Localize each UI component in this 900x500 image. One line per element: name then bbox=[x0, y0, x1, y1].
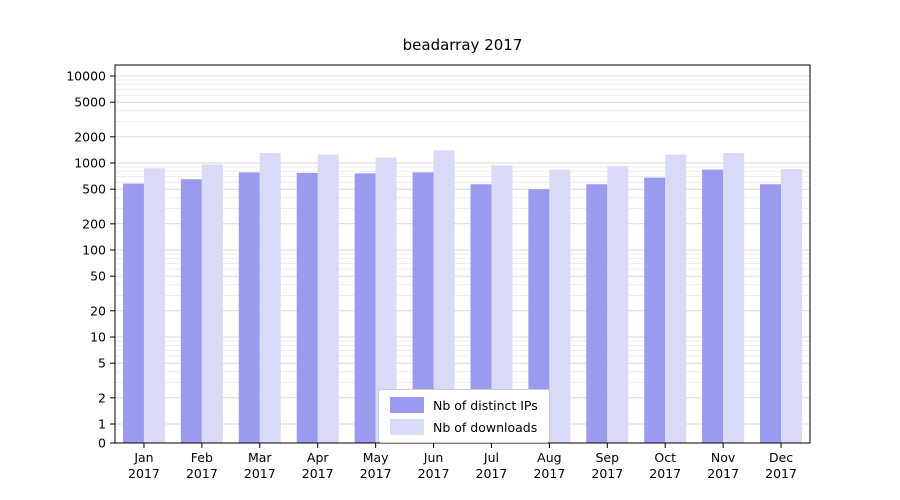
bar-downloads bbox=[607, 166, 629, 443]
bar-downloads bbox=[375, 157, 397, 443]
bar-distinct-ips bbox=[122, 183, 144, 443]
bar-downloads bbox=[201, 164, 223, 443]
x-tick-label-month: Oct bbox=[654, 450, 676, 465]
x-tick-label-year: 2017 bbox=[418, 466, 450, 481]
x-tick-label-month: Sep bbox=[596, 450, 620, 465]
x-tick-label-month: May bbox=[363, 450, 389, 465]
bar-distinct-ips bbox=[586, 184, 608, 443]
bar-downloads bbox=[491, 165, 513, 443]
plot-border bbox=[114, 64, 811, 444]
y-tick-label: 200 bbox=[82, 216, 106, 231]
bar-downloads bbox=[781, 169, 803, 443]
x-tick-label-month: Jul bbox=[483, 450, 499, 465]
bar-downloads bbox=[549, 169, 571, 443]
chart-title: beadarray 2017 bbox=[402, 36, 523, 54]
legend-swatch bbox=[390, 397, 424, 413]
legend-swatch bbox=[390, 419, 424, 435]
x-tick-label-year: 2017 bbox=[765, 466, 797, 481]
y-tick-label: 2000 bbox=[74, 129, 106, 144]
x-tick-label-year: 2017 bbox=[302, 466, 334, 481]
x-tick-label-month: Jan bbox=[133, 450, 153, 465]
y-tick-label: 20 bbox=[90, 303, 106, 318]
legend-label: Nb of downloads bbox=[433, 419, 538, 435]
bar-distinct-ips bbox=[702, 169, 724, 443]
y-tick-label: 500 bbox=[82, 182, 106, 197]
bar-downloads bbox=[665, 154, 687, 443]
bar-downloads bbox=[317, 154, 339, 443]
bar-distinct-ips bbox=[644, 177, 666, 444]
x-tick-label-month: Jun bbox=[423, 450, 444, 465]
x-tick-label-year: 2017 bbox=[244, 466, 276, 481]
bar-distinct-ips bbox=[296, 172, 318, 443]
x-tick-label-month: Apr bbox=[307, 450, 329, 465]
y-tick-label: 0 bbox=[98, 436, 106, 451]
y-tick-label: 5 bbox=[98, 356, 106, 371]
x-tick-label-month: Dec bbox=[769, 450, 793, 465]
y-tick-label: 1000 bbox=[74, 156, 106, 171]
bar-downloads bbox=[259, 153, 281, 444]
x-tick-label-year: 2017 bbox=[591, 466, 623, 481]
y-tick-label: 10000 bbox=[66, 69, 106, 84]
x-tick-label-month: Feb bbox=[191, 450, 213, 465]
bar-distinct-ips bbox=[470, 184, 492, 443]
x-tick-label-month: Mar bbox=[248, 450, 272, 465]
x-tick-label-year: 2017 bbox=[707, 466, 739, 481]
legend-label: Nb of distinct IPs bbox=[433, 397, 538, 413]
x-tick-label-year: 2017 bbox=[533, 466, 565, 481]
y-tick-label: 2 bbox=[98, 390, 106, 405]
y-tick-label: 10 bbox=[90, 330, 106, 345]
legend-item: Nb of downloads bbox=[390, 419, 538, 435]
y-tick-label: 5000 bbox=[74, 95, 106, 110]
y-tick-label: 100 bbox=[82, 243, 106, 258]
x-tick-label-month: Aug bbox=[537, 450, 561, 465]
x-tick-label-year: 2017 bbox=[128, 466, 160, 481]
bar-distinct-ips bbox=[354, 173, 376, 444]
x-tick-label-year: 2017 bbox=[649, 466, 681, 481]
bar-downloads bbox=[723, 153, 745, 444]
y-tick-label: 50 bbox=[90, 269, 106, 284]
x-tick-label-month: Nov bbox=[711, 450, 736, 465]
x-tick-label-year: 2017 bbox=[186, 466, 218, 481]
x-tick-label-year: 2017 bbox=[360, 466, 392, 481]
bar-distinct-ips bbox=[412, 172, 434, 444]
bar-downloads bbox=[433, 150, 455, 443]
bar-downloads bbox=[143, 168, 165, 443]
bar-distinct-ips bbox=[238, 172, 260, 444]
legend: Nb of distinct IPs Nb of downloads bbox=[378, 389, 550, 443]
legend-item: Nb of distinct IPs bbox=[390, 397, 538, 413]
y-tick-label: 1 bbox=[98, 417, 106, 432]
bar-distinct-ips bbox=[180, 179, 202, 443]
bar-distinct-ips bbox=[528, 189, 550, 443]
x-tick-label-year: 2017 bbox=[476, 466, 508, 481]
bar-distinct-ips bbox=[760, 184, 782, 443]
